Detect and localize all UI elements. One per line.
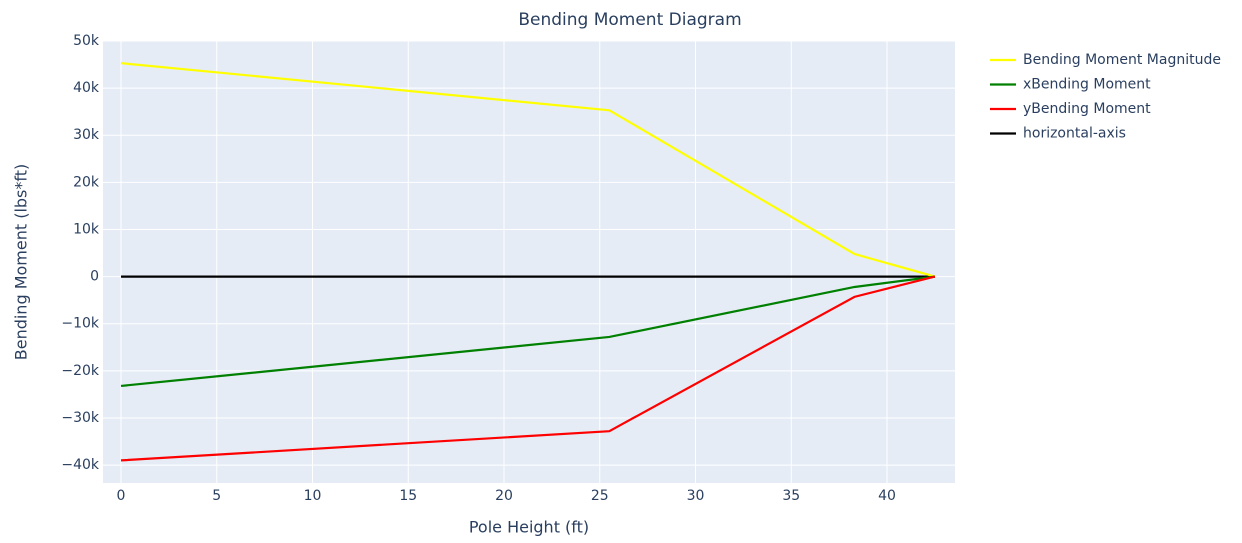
x-tick-label: 10 (304, 488, 322, 504)
legend-label: horizontal-axis (1023, 126, 1126, 142)
x-tick-label: 35 (782, 488, 800, 504)
series-line (120, 62, 936, 278)
x-tick-label: 30 (687, 488, 705, 504)
x-axis-title: Pole Height (ft) (469, 518, 589, 537)
y-tick-label: 40k (73, 80, 100, 96)
y-tick-label: −40k (61, 457, 100, 473)
legend-label: yBending Moment (1023, 101, 1151, 117)
series-line (120, 275, 936, 462)
legend-label: xBending Moment (1023, 77, 1151, 93)
y-tick-label: 0 (90, 269, 99, 285)
plot-area (103, 41, 955, 483)
y-tick-label: 30k (73, 127, 100, 143)
x-tick-label: 15 (399, 488, 417, 504)
x-tick-label: 20 (495, 488, 513, 504)
y-axis-title: Bending Moment (lbs*ft) (12, 164, 31, 361)
y-tick-label: 50k (73, 33, 100, 49)
chart-title: Bending Moment Diagram (518, 10, 741, 30)
x-tick-label: 0 (117, 488, 126, 504)
series-line (120, 275, 936, 388)
legend-label: Bending Moment Magnitude (1023, 52, 1221, 68)
x-tick-label: 5 (212, 488, 221, 504)
x-tick-label: 40 (878, 488, 896, 504)
x-tick-label: 25 (591, 488, 609, 504)
y-tick-label: 20k (73, 174, 100, 190)
y-tick-label: −30k (61, 410, 100, 426)
y-tick-label: −10k (61, 316, 100, 332)
y-tick-label: −20k (61, 363, 100, 379)
y-tick-label: 10k (73, 221, 100, 237)
